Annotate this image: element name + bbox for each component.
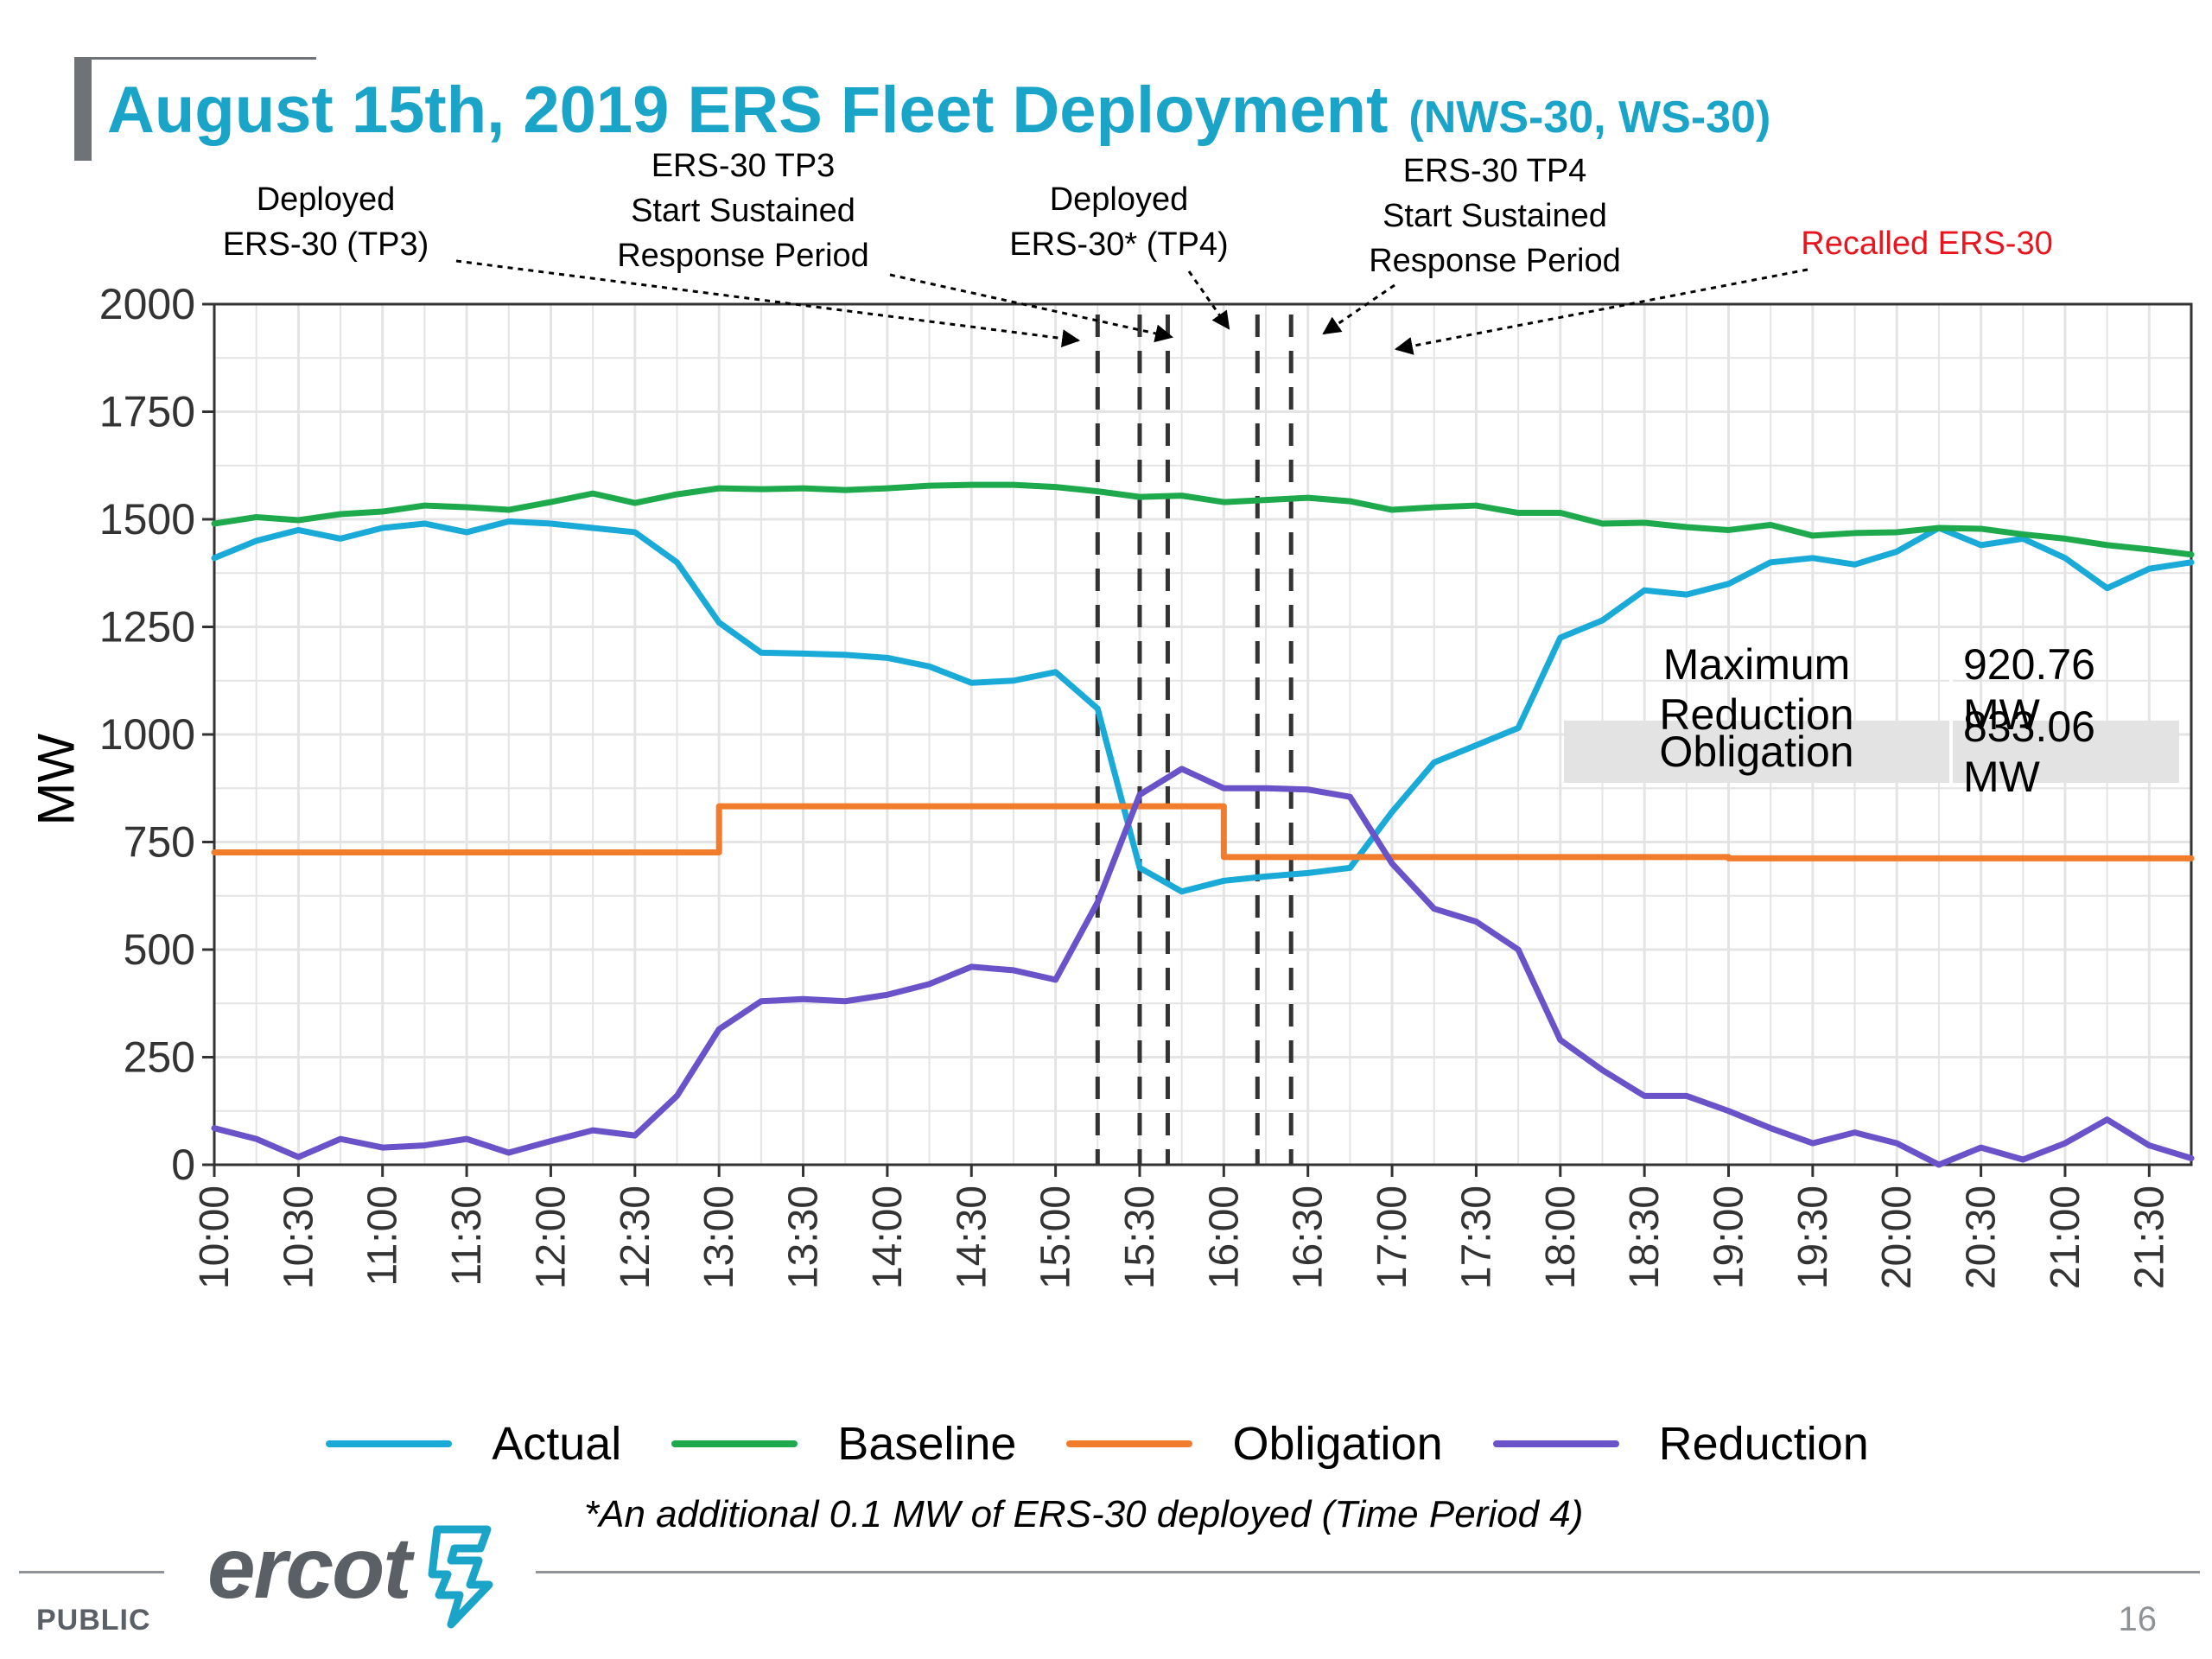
annotation-deployed-tp4: Deployed ERS-30* (TP4): [994, 177, 1244, 267]
series-line-obligation: [211, 803, 2195, 861]
annotation-arrow: [889, 273, 1174, 343]
x-tick-label: 16:30: [1286, 1185, 1332, 1289]
x-tick-label: 20:30: [1959, 1185, 2005, 1289]
x-tick-label: 17:30: [1453, 1185, 1499, 1289]
y-tick-label: 1750: [99, 388, 195, 436]
footer-rule-right: [536, 1571, 2200, 1573]
title-accent-rule: [74, 57, 316, 60]
footnote: *An additional 0.1 MW of ERS-30 deployed…: [584, 1493, 1584, 1535]
annotation-line: ERS-30 TP3: [651, 148, 836, 184]
legend-item-reduction: Reduction: [1492, 1417, 1869, 1471]
series-line-actual: [211, 518, 2195, 895]
legend-swatch: [1066, 1440, 1193, 1447]
legend-swatch: [1492, 1440, 1619, 1447]
x-tick-label: 13:30: [781, 1185, 827, 1289]
x-tick-label: 13:00: [696, 1185, 742, 1289]
stats-value: 920.76 MW: [1963, 640, 2095, 739]
title-sub: (NWS-30, WS-30): [1408, 92, 1771, 143]
annotation-deployed-tp3: Deployed ERS-30 (TP3): [183, 177, 468, 267]
ercot-logo-icon: [428, 1525, 493, 1629]
x-tick-label: 14:30: [949, 1185, 995, 1289]
x-tick-label: 18:00: [1538, 1185, 1584, 1289]
stats-label: Obligation: [1659, 728, 1854, 776]
annotation-line: Recalled ERS-30: [1801, 226, 2053, 262]
x-tick-label: 10:00: [192, 1185, 238, 1289]
x-tick-label: 18:30: [1622, 1185, 1668, 1289]
legend-label: Actual: [492, 1418, 622, 1470]
legend-item-actual: Actual: [326, 1417, 621, 1471]
chart-legend: Actual Baseline Obligation Reduction: [0, 1414, 2212, 1474]
x-tick-label: 11:00: [360, 1185, 406, 1287]
y-tick-label: 500: [124, 925, 195, 974]
annotation-arrow: [455, 259, 1081, 348]
stats-row-obligation: Obligation 833.06 MW: [1564, 702, 2179, 801]
annotation-line: Deployed: [1049, 181, 1189, 218]
y-tick-label: 1500: [99, 495, 195, 543]
page-title: August 15th, 2019 ERS Fleet Deployment (N…: [107, 73, 1770, 148]
annotation-line: Start Sustained: [631, 193, 855, 229]
annotation-tp3-start: ERS-30 TP3 Start Sustained Response Peri…: [596, 143, 890, 278]
stats-row-max-reduction: Maximum Reduction 920.76 MW: [1564, 640, 2179, 739]
annotation-line: ERS-30 (TP3): [222, 226, 429, 263]
x-tick-label: 17:00: [1370, 1185, 1415, 1289]
annotation-line: Start Sustained: [1382, 198, 1607, 234]
stats-label: Maximum Reduction: [1659, 640, 1854, 739]
annotation-line: Response Period: [1369, 243, 1621, 279]
annotation-line: Deployed: [256, 181, 396, 218]
x-tick-label: 14:00: [865, 1185, 911, 1289]
y-tick-label: 750: [124, 818, 195, 867]
x-tick-label: 15:00: [1033, 1185, 1079, 1289]
stats-value: 833.06 MW: [1963, 702, 2095, 801]
x-tick-label: 16:00: [1201, 1185, 1247, 1289]
annotation-recalled: Recalled ERS-30: [1763, 221, 2091, 266]
footer-rule-left: [19, 1571, 164, 1573]
annotation-line: ERS-30 TP4: [1402, 153, 1587, 189]
y-tick-label: 1250: [99, 603, 195, 652]
y-tick-label: 0: [171, 1141, 195, 1189]
x-tick-label: 20:00: [1874, 1185, 1920, 1289]
legend-item-obligation: Obligation: [1066, 1417, 1443, 1471]
legend-label: Baseline: [837, 1418, 1017, 1470]
classification-label: PUBLIC: [36, 1604, 151, 1637]
title-accent-bar: [74, 57, 92, 161]
ercot-logo: ercot: [207, 1520, 412, 1617]
x-tick-label: 19:30: [1790, 1185, 1836, 1289]
legend-item-baseline: Baseline: [671, 1417, 1016, 1471]
annotation-arrow: [1322, 283, 1395, 335]
annotation-tp4-start: ERS-30 TP4 Start Sustained Response Peri…: [1348, 149, 1642, 283]
y-tick-label: 250: [124, 1033, 195, 1082]
legend-swatch: [671, 1440, 798, 1447]
series-line-baseline: [211, 481, 2195, 558]
x-tick-label: 21:00: [2043, 1185, 2088, 1289]
y-tick-label: 2000: [99, 280, 195, 328]
x-tick-label: 19:00: [1707, 1185, 1752, 1289]
y-axis-label: MW: [27, 733, 86, 826]
title-main: August 15th, 2019 ERS Fleet Deployment: [107, 73, 1389, 147]
x-tick-label: 15:30: [1117, 1185, 1163, 1289]
x-tick-label: 12:00: [528, 1185, 574, 1289]
stats-table: Maximum Reduction 920.76 MW Obligation 8…: [1564, 640, 2179, 801]
x-tick-label: 11:30: [444, 1185, 490, 1287]
series-line-reduction: [211, 766, 2195, 1168]
annotation-arrow: [1187, 270, 1230, 330]
stats-separator: [1949, 658, 1953, 721]
x-tick-label: 21:30: [2126, 1185, 2172, 1289]
x-tick-label: 12:30: [613, 1185, 658, 1289]
legend-label: Obligation: [1232, 1418, 1443, 1470]
y-tick-label: 1000: [99, 710, 195, 759]
stats-separator: [1949, 721, 1953, 783]
legend-swatch: [326, 1440, 453, 1447]
annotation-line: ERS-30* (TP4): [1009, 226, 1229, 263]
legend-label: Reduction: [1658, 1418, 1869, 1470]
annotation-arrow: [1394, 268, 1808, 355]
annotation-line: Response Period: [617, 238, 869, 274]
page-number: 16: [2118, 1600, 2158, 1638]
x-tick-label: 10:30: [276, 1185, 321, 1289]
